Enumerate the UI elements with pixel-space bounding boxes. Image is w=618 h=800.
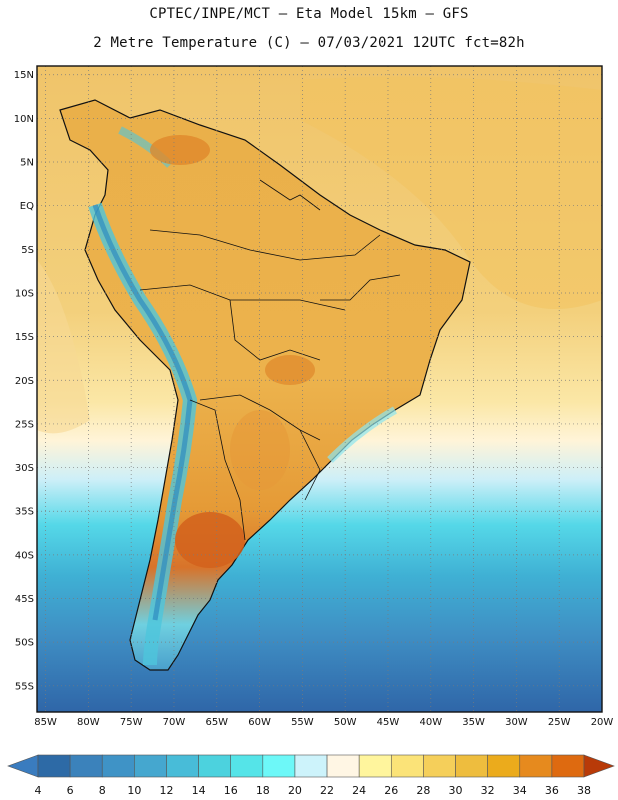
lat-label: 20S — [15, 376, 34, 387]
latitude-labels: 15N 10N 5N EQ 5S 10S 15S 20S 25S 30S 35S 40S 45S 50S 5… — [14, 70, 34, 692]
lat-label: 15N — [14, 70, 34, 81]
colorbar-swatch — [101, 754, 135, 778]
lat-label: 55S — [15, 681, 34, 692]
longitude-labels: 85W 80W 75W 70W 65W 60W 55W 50W 45W 40W 35W 30W 25W 2… — [34, 717, 613, 728]
colorbar-tick-label: 36 — [545, 784, 559, 797]
hot-region-patagonia-north — [175, 512, 245, 568]
colorbar-tick-label: 32 — [481, 784, 495, 797]
lon-label: 20W — [591, 717, 614, 728]
lon-label: 40W — [419, 717, 442, 728]
colorbar-tick-label: 12 — [159, 784, 173, 797]
colorbar-above-arrow — [583, 754, 615, 778]
lon-label: 35W — [462, 717, 485, 728]
colorbar-swatch — [69, 754, 103, 778]
colorbar-tick-label: 28 — [416, 784, 430, 797]
colorbar-swatch — [551, 754, 585, 778]
colorbar-swatch — [487, 754, 521, 778]
lat-label: 5S — [21, 245, 34, 256]
colorbar-swatch — [423, 754, 456, 778]
colorbar-swatch — [37, 754, 71, 778]
colorbar-swatch — [326, 754, 360, 778]
temperature-colorbar: 4 6 8 10 12 14 16 18 20 22 24 26 28 30 32 34 36 38 — [7, 754, 615, 797]
colorbar-swatch — [390, 754, 424, 778]
colorbar-swatch — [455, 754, 488, 778]
map-frame — [36, 65, 603, 713]
map-title-line-2: 2 Metre Temperature (C) – 07/03/2021 12U… — [93, 35, 525, 51]
lon-label: 65W — [205, 717, 228, 728]
colorbar-swatch — [198, 754, 232, 778]
lon-label: 30W — [505, 717, 528, 728]
lat-label: 10S — [15, 288, 34, 299]
lon-label: 75W — [120, 717, 143, 728]
lon-label: 85W — [34, 717, 57, 728]
lon-label: 50W — [334, 717, 357, 728]
lon-label: 25W — [548, 717, 571, 728]
colorbar-tick-label: 34 — [513, 784, 527, 797]
colorbar-tick-label: 14 — [192, 784, 206, 797]
colorbar-swatch — [230, 754, 264, 778]
colorbar-tick-label: 10 — [127, 784, 141, 797]
colorbar-tick-label: 38 — [577, 784, 591, 797]
colorbar-tick-label: 8 — [99, 784, 106, 797]
lat-label: 15S — [15, 332, 34, 343]
colorbar-swatch — [134, 754, 167, 778]
colorbar-tick-label: 22 — [320, 784, 334, 797]
lon-label: 70W — [163, 717, 186, 728]
colorbar-swatch — [294, 754, 328, 778]
colorbar-tick-label: 6 — [67, 784, 74, 797]
lon-label: 80W — [77, 717, 100, 728]
lon-label: 60W — [248, 717, 271, 728]
colorbar-tick-label: 30 — [449, 784, 463, 797]
country-borders — [139, 179, 401, 541]
lat-label: 5N — [20, 158, 34, 169]
colorbar-tick-label: 16 — [224, 784, 238, 797]
colorbar-tick-label: 18 — [256, 784, 270, 797]
lon-label: 45W — [377, 717, 400, 728]
colorbar-swatch — [519, 754, 553, 778]
lat-label: 45S — [15, 594, 34, 605]
lat-label: 40S — [15, 550, 34, 561]
map-title-line-1: CPTEC/INPE/MCT – Eta Model 15km – GFS — [149, 6, 469, 22]
lat-label: 30S — [15, 463, 34, 474]
colorbar-swatch — [166, 754, 199, 778]
colorbar-tick-label: 20 — [288, 784, 302, 797]
lat-label: 35S — [15, 507, 34, 518]
colorbar-swatch — [358, 754, 392, 778]
colorbar-tick-label: 26 — [384, 784, 398, 797]
south-america-landmass — [59, 99, 471, 671]
colorbar-swatch — [262, 754, 296, 778]
lat-label: 10N — [14, 114, 34, 125]
lon-label: 55W — [291, 717, 314, 728]
colorbar-tick-label: 4 — [35, 784, 42, 797]
lat-label: 25S — [15, 419, 34, 430]
lat-label: EQ — [20, 201, 34, 212]
colorbar-below-arrow — [7, 754, 39, 778]
colorbar-tick-label: 24 — [352, 784, 366, 797]
lat-label: 50S — [15, 638, 34, 649]
